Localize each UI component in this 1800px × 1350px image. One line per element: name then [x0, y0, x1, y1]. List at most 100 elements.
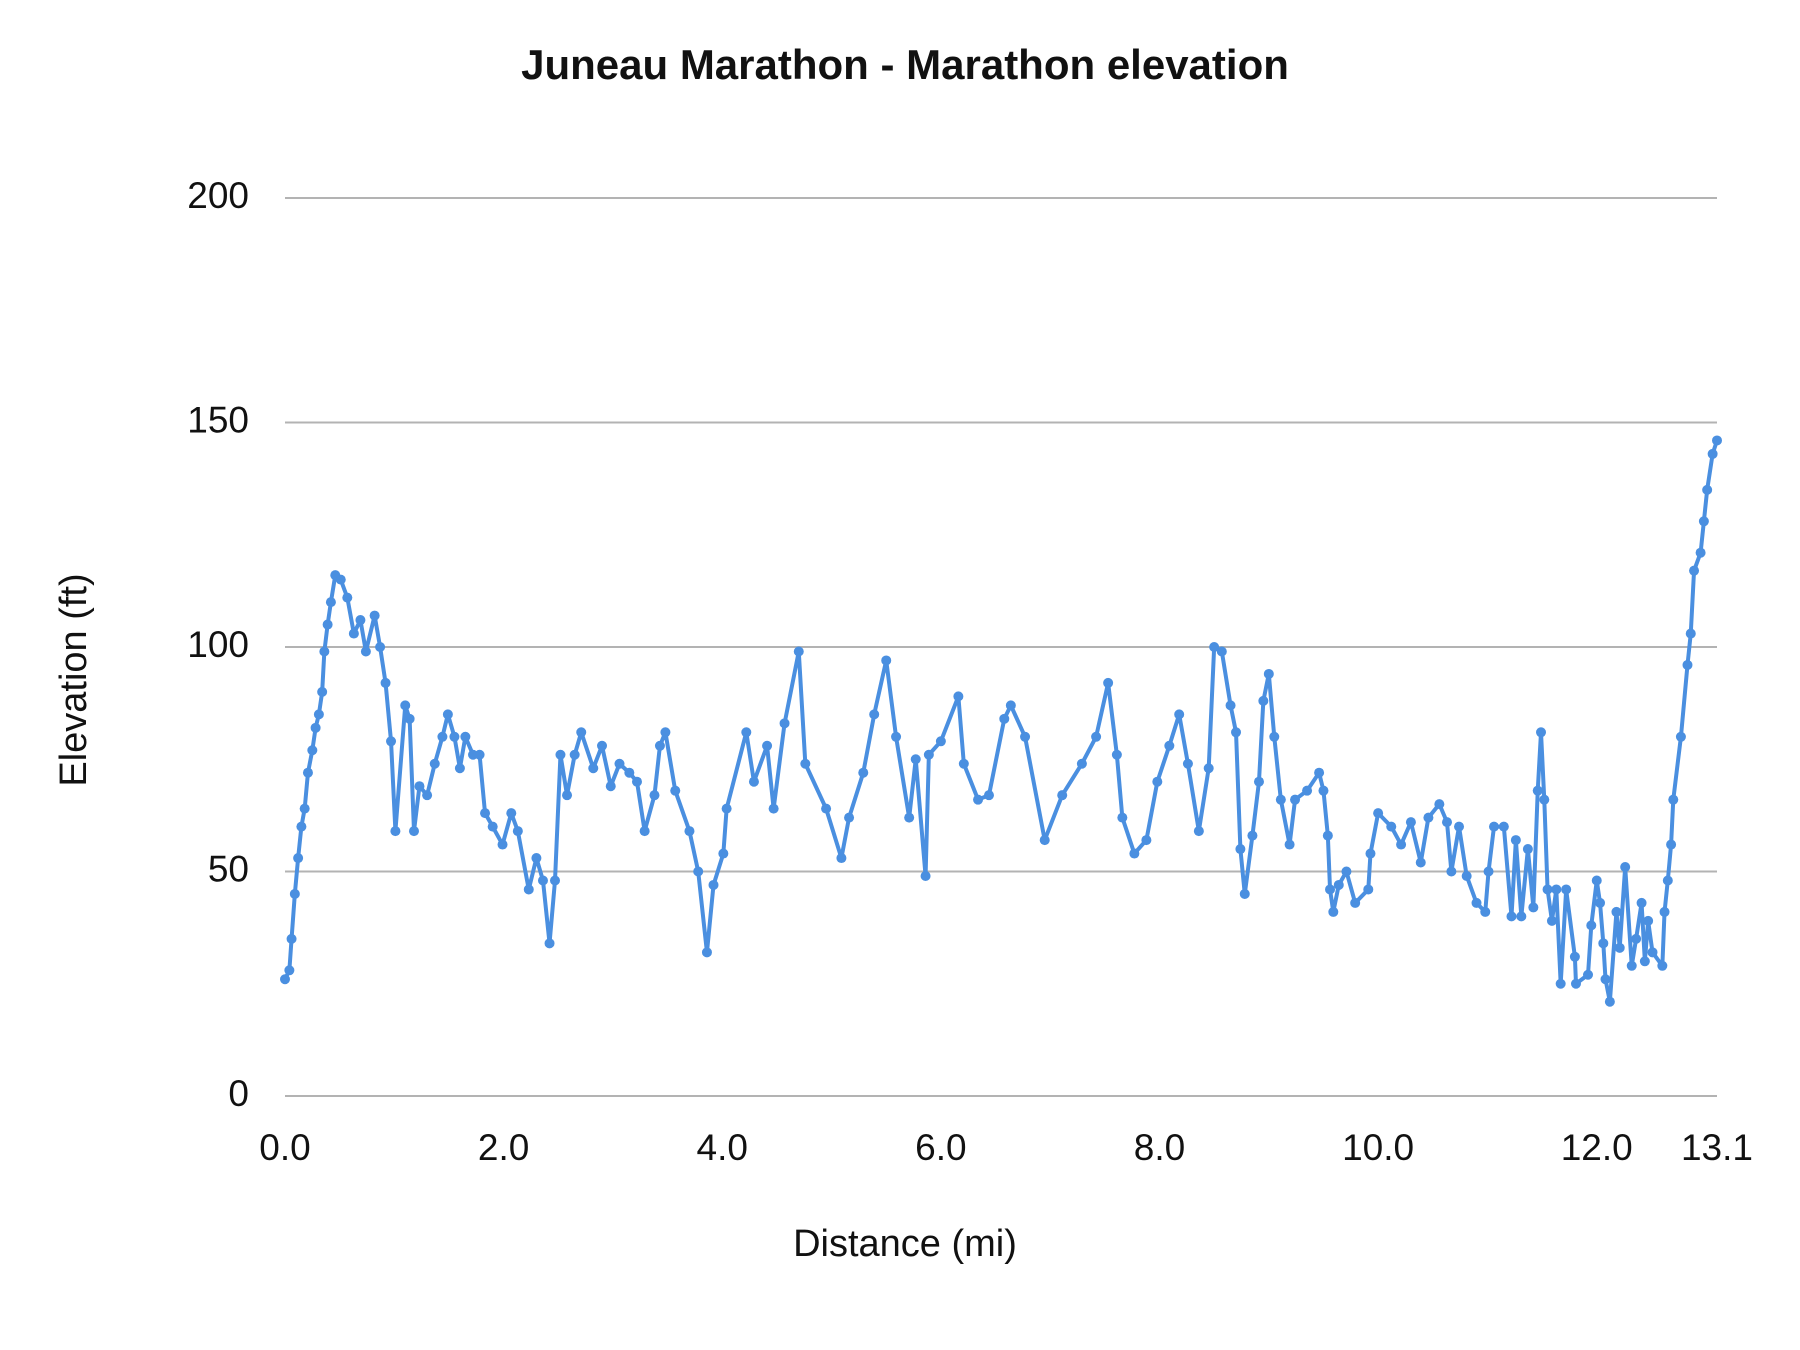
point-marker	[869, 709, 880, 720]
point-marker	[293, 853, 304, 864]
point-marker	[360, 646, 371, 657]
point-marker	[684, 826, 695, 837]
point-marker	[355, 615, 366, 626]
point-marker	[1415, 857, 1426, 868]
point-marker	[1235, 844, 1246, 855]
point-marker	[1258, 695, 1269, 706]
point-marker	[904, 812, 915, 823]
point-marker	[1203, 763, 1214, 774]
point-marker	[449, 731, 460, 742]
point-marker	[1091, 731, 1102, 742]
point-marker	[1141, 835, 1152, 846]
point-marker	[1020, 731, 1031, 742]
point-marker	[284, 965, 295, 976]
point-marker	[348, 628, 359, 639]
point-marker	[1269, 731, 1280, 742]
point-marker	[1569, 951, 1580, 962]
point-marker	[1662, 875, 1673, 886]
point-marker	[639, 826, 650, 837]
point-marker	[821, 803, 832, 814]
x-tick-label: 8.0	[1134, 1127, 1185, 1168]
point-marker	[1600, 974, 1611, 985]
point-marker	[1510, 835, 1521, 846]
point-marker	[1707, 448, 1718, 459]
point-marker	[891, 731, 902, 742]
point-marker	[701, 947, 712, 958]
x-axis-label: Distance (mi)	[793, 1223, 1017, 1265]
x-tick-label: 0.0	[259, 1127, 310, 1168]
point-marker	[296, 821, 307, 832]
x-tick-label: 12.0	[1561, 1127, 1633, 1168]
y-tick-label: 50	[208, 848, 249, 889]
point-marker	[649, 790, 660, 801]
point-marker	[1689, 565, 1700, 576]
point-marker	[721, 803, 732, 814]
point-marker	[1631, 933, 1642, 944]
point-marker	[1604, 996, 1615, 1007]
point-marker	[1595, 897, 1606, 908]
point-marker	[1328, 906, 1339, 917]
point-marker	[1636, 897, 1647, 908]
point-marker	[1152, 776, 1163, 787]
point-marker	[953, 691, 964, 702]
point-marker	[836, 853, 847, 864]
point-marker	[597, 740, 608, 751]
point-marker	[390, 826, 401, 837]
point-marker	[654, 740, 665, 751]
point-marker	[800, 758, 811, 769]
point-marker	[1446, 866, 1457, 877]
point-marker	[1698, 516, 1709, 527]
point-marker	[1461, 870, 1472, 881]
point-marker	[973, 794, 984, 805]
point-marker	[562, 790, 573, 801]
point-marker	[497, 839, 508, 850]
point-marker	[614, 758, 625, 769]
point-marker	[1454, 821, 1465, 832]
point-marker	[693, 866, 704, 877]
point-marker	[555, 749, 566, 760]
point-marker	[1516, 911, 1527, 922]
point-marker	[1441, 817, 1452, 828]
point-marker	[910, 754, 921, 765]
point-marker	[935, 736, 946, 747]
point-marker	[923, 749, 934, 760]
point-marker	[1480, 906, 1491, 917]
point-marker	[624, 767, 635, 778]
point-marker	[1103, 677, 1114, 688]
point-marker	[1373, 808, 1384, 819]
point-marker	[1076, 758, 1087, 769]
point-marker	[460, 731, 471, 742]
y-tick-label: 100	[187, 624, 249, 665]
point-marker	[550, 875, 561, 886]
point-marker	[537, 875, 548, 886]
point-marker	[1302, 785, 1313, 796]
point-marker	[881, 655, 892, 666]
point-marker	[1682, 659, 1693, 670]
point-marker	[325, 597, 336, 608]
y-tick-label: 150	[187, 399, 249, 440]
point-marker	[708, 879, 719, 890]
point-marker	[1586, 920, 1597, 931]
x-tick-label: 10.0	[1342, 1127, 1414, 1168]
point-marker	[1263, 668, 1274, 679]
point-marker	[1536, 727, 1547, 738]
point-marker	[369, 610, 380, 621]
point-marker	[1620, 862, 1631, 873]
point-marker	[718, 848, 729, 859]
point-marker	[1209, 642, 1220, 652]
point-marker	[631, 776, 642, 787]
point-marker	[1247, 830, 1258, 841]
point-marker	[1685, 628, 1696, 639]
point-marker	[1498, 821, 1509, 832]
point-marker	[1057, 790, 1068, 801]
y-tick-label: 0	[228, 1073, 249, 1114]
point-marker	[1570, 978, 1581, 989]
point-marker	[1647, 947, 1658, 958]
point-marker	[1551, 884, 1562, 895]
point-marker	[310, 722, 321, 733]
point-marker	[1275, 794, 1286, 805]
point-marker	[442, 709, 453, 720]
point-marker	[1657, 960, 1668, 971]
point-marker	[1639, 956, 1650, 967]
